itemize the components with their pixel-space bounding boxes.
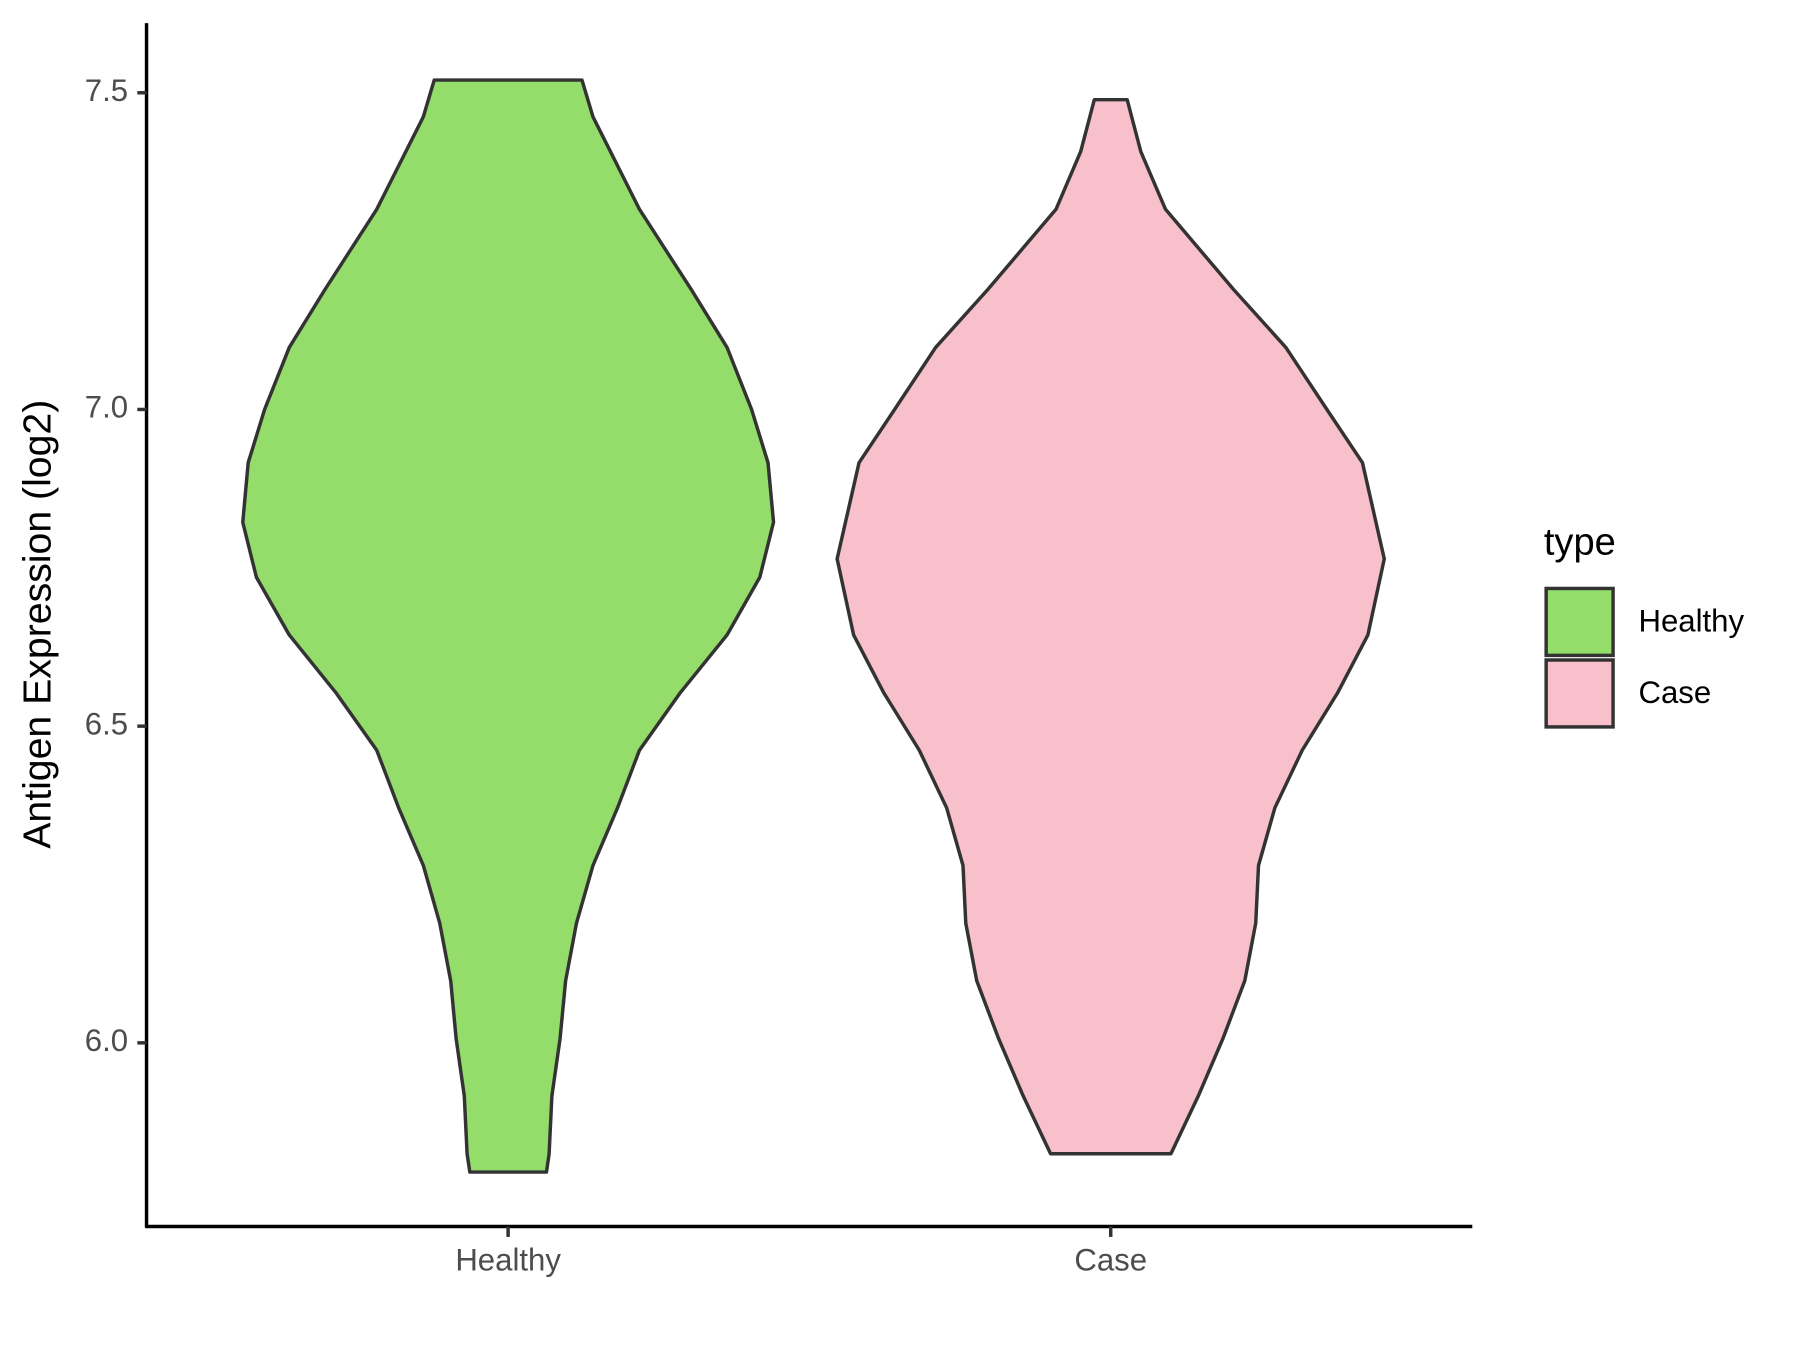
x-tick-label: Healthy bbox=[455, 1243, 561, 1278]
legend-key bbox=[1544, 586, 1615, 658]
y-axis-title: Antigen Expression (log2) bbox=[16, 400, 60, 849]
y-tick-label: 7.0 bbox=[85, 390, 128, 425]
y-tick-label: 6.0 bbox=[85, 1023, 128, 1058]
violin bbox=[835, 97, 1386, 1156]
legend-label: Healthy bbox=[1638, 603, 1744, 638]
y-tick-label: 7.5 bbox=[85, 73, 128, 108]
legend-label: Case bbox=[1638, 675, 1711, 710]
legend-title: type bbox=[1544, 522, 1616, 564]
violin bbox=[241, 78, 776, 1174]
legend-key bbox=[1544, 658, 1615, 729]
x-tick-label: Case bbox=[1074, 1243, 1147, 1278]
y-tick-label: 6.5 bbox=[85, 706, 128, 741]
